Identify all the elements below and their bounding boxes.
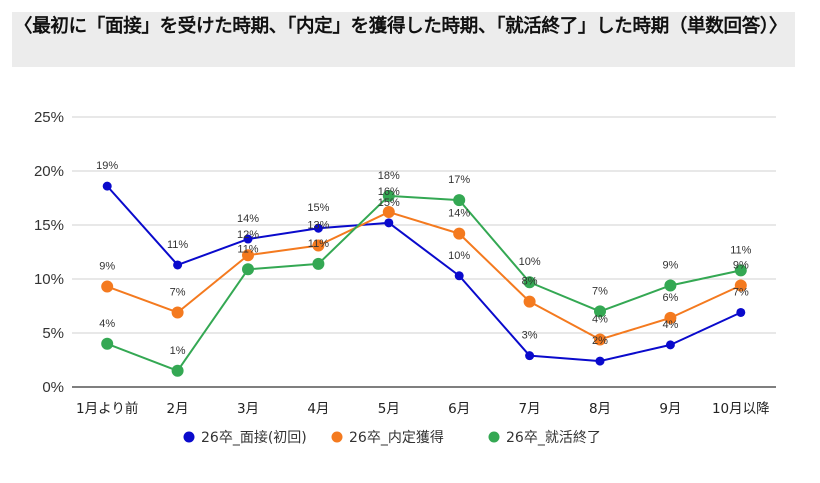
data-label: 17% — [448, 174, 470, 186]
x-tick-label: 5月 — [378, 401, 400, 417]
data-labels: 19% 11% 14% 15% 15% 10% 3% 2% 4% 7% 9% 7% 12% 13% 16% 1… — [96, 160, 751, 357]
series-points — [101, 181, 747, 377]
data-label: 7% — [733, 286, 749, 298]
gridlines — [72, 116, 776, 388]
x-tick-label: 8月 — [589, 401, 611, 417]
y-tick-label: 15% — [34, 217, 64, 234]
y-tick-label: 20% — [34, 163, 64, 180]
data-label: 9% — [733, 259, 749, 271]
legend-item: 26卒_就活終了 — [488, 430, 601, 446]
series-line-3 — [106, 194, 742, 372]
data-label: 7% — [592, 285, 608, 297]
data-point — [312, 239, 325, 252]
legend-label: 26卒_面接(初回) — [201, 429, 307, 446]
legend-marker — [331, 431, 343, 443]
legend-label: 26卒_内定獲得 — [349, 429, 444, 446]
data-point — [523, 276, 536, 289]
data-point — [384, 218, 394, 228]
data-point — [173, 260, 183, 270]
data-point — [734, 264, 747, 277]
data-point — [243, 234, 253, 244]
data-label: 16% — [378, 186, 400, 198]
data-label: 12% — [237, 229, 259, 241]
data-point — [523, 295, 536, 308]
x-tick-label: 9月 — [659, 401, 681, 417]
data-label: 14% — [237, 213, 259, 225]
data-label: 10% — [519, 256, 541, 268]
data-point — [453, 227, 466, 240]
legend-marker — [488, 431, 500, 443]
data-label: 8% — [522, 276, 538, 288]
data-point — [453, 194, 466, 207]
data-point — [734, 279, 747, 292]
data-label: 9% — [662, 259, 678, 271]
data-label: 19% — [96, 160, 118, 172]
data-point — [313, 223, 323, 233]
x-axis-ticks: 1月より前 2月 3月 4月 5月 6月 7月 8月 9月 10月以降 — [76, 400, 770, 417]
data-point — [382, 206, 395, 219]
data-point — [525, 351, 535, 361]
data-label: 14% — [448, 208, 470, 220]
data-point — [665, 340, 675, 350]
x-tick-label: 3月 — [237, 401, 259, 417]
data-point — [101, 280, 114, 293]
data-label: 7% — [170, 286, 186, 298]
legend-item: 26卒_面接(初回) — [183, 429, 307, 446]
x-tick-label: 2月 — [167, 401, 189, 417]
data-label: 13% — [307, 220, 329, 232]
x-tick-label: 1月より前 — [76, 400, 138, 417]
x-tick-label: 6月 — [448, 401, 470, 417]
data-point — [102, 181, 112, 191]
y-tick-label: 25% — [34, 109, 64, 126]
data-point — [595, 356, 605, 366]
data-label: 18% — [378, 170, 400, 182]
y-tick-label: 10% — [34, 271, 64, 288]
x-tick-label: 10月以降 — [712, 401, 770, 417]
data-point — [242, 263, 254, 276]
legend-item: 26卒_内定獲得 — [331, 429, 444, 446]
title-background — [12, 12, 795, 67]
data-label: 1% — [170, 345, 186, 357]
y-tick-label: 5% — [42, 325, 64, 342]
data-point — [664, 311, 677, 324]
y-axis-ticks: 0% 5% 10% 15% 20% 25% — [34, 109, 64, 396]
data-point — [594, 333, 606, 346]
legend-label: 26卒_就活終了 — [506, 430, 601, 446]
data-label: 10% — [448, 250, 470, 262]
series-lines — [106, 185, 742, 372]
data-label: 2% — [592, 335, 608, 347]
data-point — [171, 306, 184, 319]
data-point — [101, 337, 114, 350]
data-label: 4% — [662, 319, 678, 331]
data-point — [382, 189, 395, 202]
chart-title: 〈最初に「面接」を受けた時期、「内定」を獲得した時期、「就活終了」した時期（単数… — [14, 16, 788, 37]
legend: 26卒_面接(初回) 26卒_内定獲得 26卒_就活終了 — [183, 429, 601, 446]
data-label: 11% — [237, 243, 258, 255]
data-point — [736, 307, 746, 317]
data-label: 4% — [99, 318, 115, 330]
legend-marker — [183, 431, 195, 443]
data-label: 11% — [730, 244, 751, 256]
x-tick-label: 4月 — [307, 401, 329, 417]
data-label: 9% — [99, 261, 115, 273]
data-point — [171, 364, 184, 377]
y-tick-label: 0% — [42, 379, 64, 396]
data-point — [242, 249, 254, 262]
data-label: 15% — [307, 202, 329, 214]
data-label: 11% — [308, 238, 329, 250]
data-point — [312, 257, 325, 270]
data-label: 4% — [592, 313, 608, 325]
data-label: 6% — [662, 292, 678, 304]
data-label: 11% — [167, 239, 188, 251]
data-label: 3% — [522, 330, 538, 342]
series-line-2 — [106, 211, 742, 341]
data-point — [594, 305, 606, 318]
x-tick-label: 7月 — [519, 401, 541, 417]
data-point — [454, 271, 464, 281]
series-line-1 — [106, 185, 742, 363]
data-point — [664, 279, 677, 292]
data-label: 15% — [378, 197, 400, 209]
